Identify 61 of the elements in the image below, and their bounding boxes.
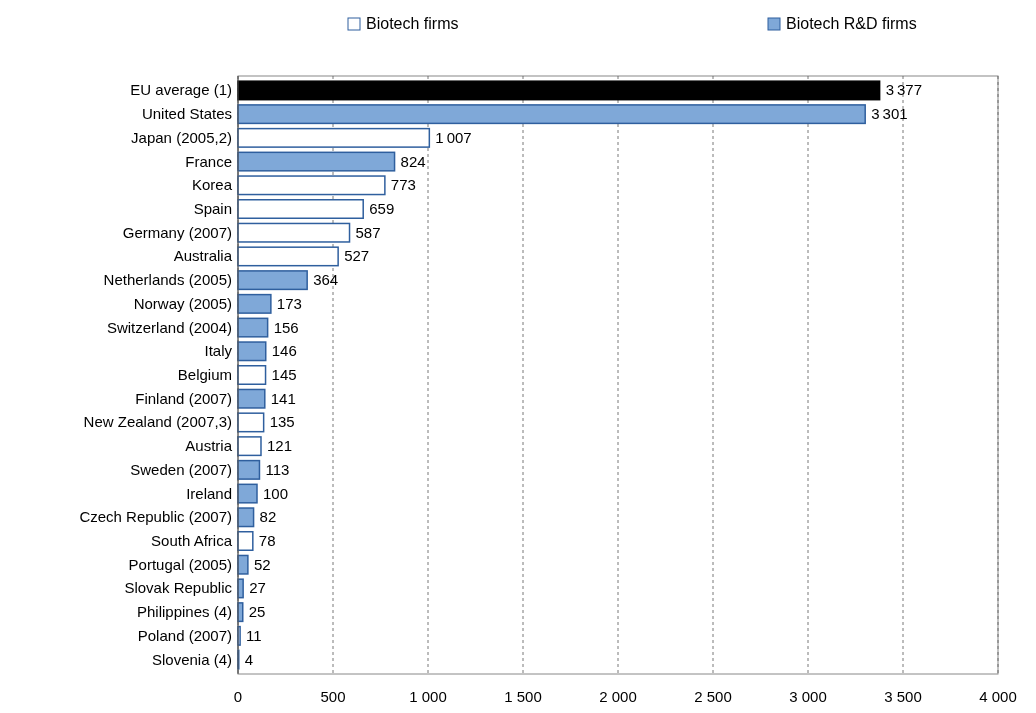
- y-tick-label: Finland (2007): [135, 389, 232, 407]
- data-label: 100: [263, 484, 289, 502]
- y-tick-label: Sweden (2007): [130, 460, 232, 478]
- x-tick-label: 3 000: [789, 688, 827, 705]
- data-label: 3 377: [885, 81, 923, 99]
- data-label: 824: [400, 152, 426, 170]
- data-label: 11: [246, 626, 262, 644]
- x-tick-label: 2 500: [694, 688, 732, 705]
- data-label: 82: [259, 508, 277, 526]
- data-label: 3 301: [871, 105, 908, 123]
- y-tick-label: Switzerland (2004): [106, 318, 232, 336]
- y-tick-label: Ireland: [186, 484, 232, 502]
- data-label: 659: [369, 199, 395, 217]
- y-tick-label: France: [185, 152, 232, 170]
- data-label: 4: [244, 650, 254, 668]
- data-label: 587: [355, 223, 381, 241]
- data-label: 156: [273, 318, 299, 336]
- y-tick-label: Belgium: [177, 365, 232, 383]
- data-label: 141: [270, 389, 296, 407]
- data-label: 364: [313, 271, 339, 289]
- data-label: 527: [344, 247, 370, 265]
- data-label: 27: [249, 579, 266, 597]
- y-tick-label: Czech Republic (2007): [79, 508, 232, 526]
- x-tick-label: 4 000: [979, 688, 1017, 705]
- data-label: 173: [276, 294, 302, 312]
- x-tick-label: 3 500: [884, 688, 922, 705]
- y-tick-label: Slovak Republic: [124, 579, 233, 597]
- y-tick-label: Korea: [191, 176, 233, 194]
- y-tick-label: Netherlands (2005): [103, 271, 232, 289]
- data-label: 146: [271, 342, 297, 360]
- x-tick-label: 1 500: [504, 688, 542, 705]
- y-tick-label: South Africa: [151, 531, 233, 549]
- y-tick-label: Australia: [173, 247, 233, 265]
- y-tick-label: Germany (2007): [122, 223, 232, 241]
- y-tick-label: Japan (2005,2): [131, 128, 232, 146]
- y-tick-label: New Zealand (2007,3): [83, 413, 232, 431]
- data-label: 145: [271, 365, 297, 383]
- y-tick-label: Poland (2007): [137, 626, 232, 644]
- y-tick-label: Austria: [185, 437, 233, 455]
- y-tick-label: Italy: [204, 342, 233, 360]
- data-label: 121: [266, 437, 293, 455]
- y-tick-label: EU average (1): [130, 81, 232, 99]
- data-label: 135: [269, 413, 295, 431]
- y-tick-label: United States: [141, 105, 232, 123]
- y-tick-label: Portugal (2005): [128, 555, 232, 573]
- legend-label: Biotech R&D firms: [786, 15, 917, 32]
- x-tick-label: 0: [233, 688, 243, 705]
- y-tick-label: Slovenia (4): [151, 650, 232, 668]
- x-tick-label: 500: [320, 688, 346, 705]
- data-label: 52: [253, 555, 271, 573]
- y-tick-label: Spain: [193, 199, 232, 217]
- data-label: 78: [258, 531, 276, 549]
- data-label: 25: [248, 603, 266, 621]
- legend-label: Biotech firms: [366, 15, 459, 32]
- y-tick-label: Norway (2005): [133, 294, 232, 312]
- data-label: 773: [390, 176, 416, 194]
- x-tick-label: 2 000: [599, 688, 637, 705]
- data-label: 113: [265, 460, 290, 478]
- y-tick-label: Philippines (4): [136, 603, 232, 621]
- x-tick-label: 1 000: [409, 688, 447, 705]
- data-label: 1 007: [435, 128, 472, 146]
